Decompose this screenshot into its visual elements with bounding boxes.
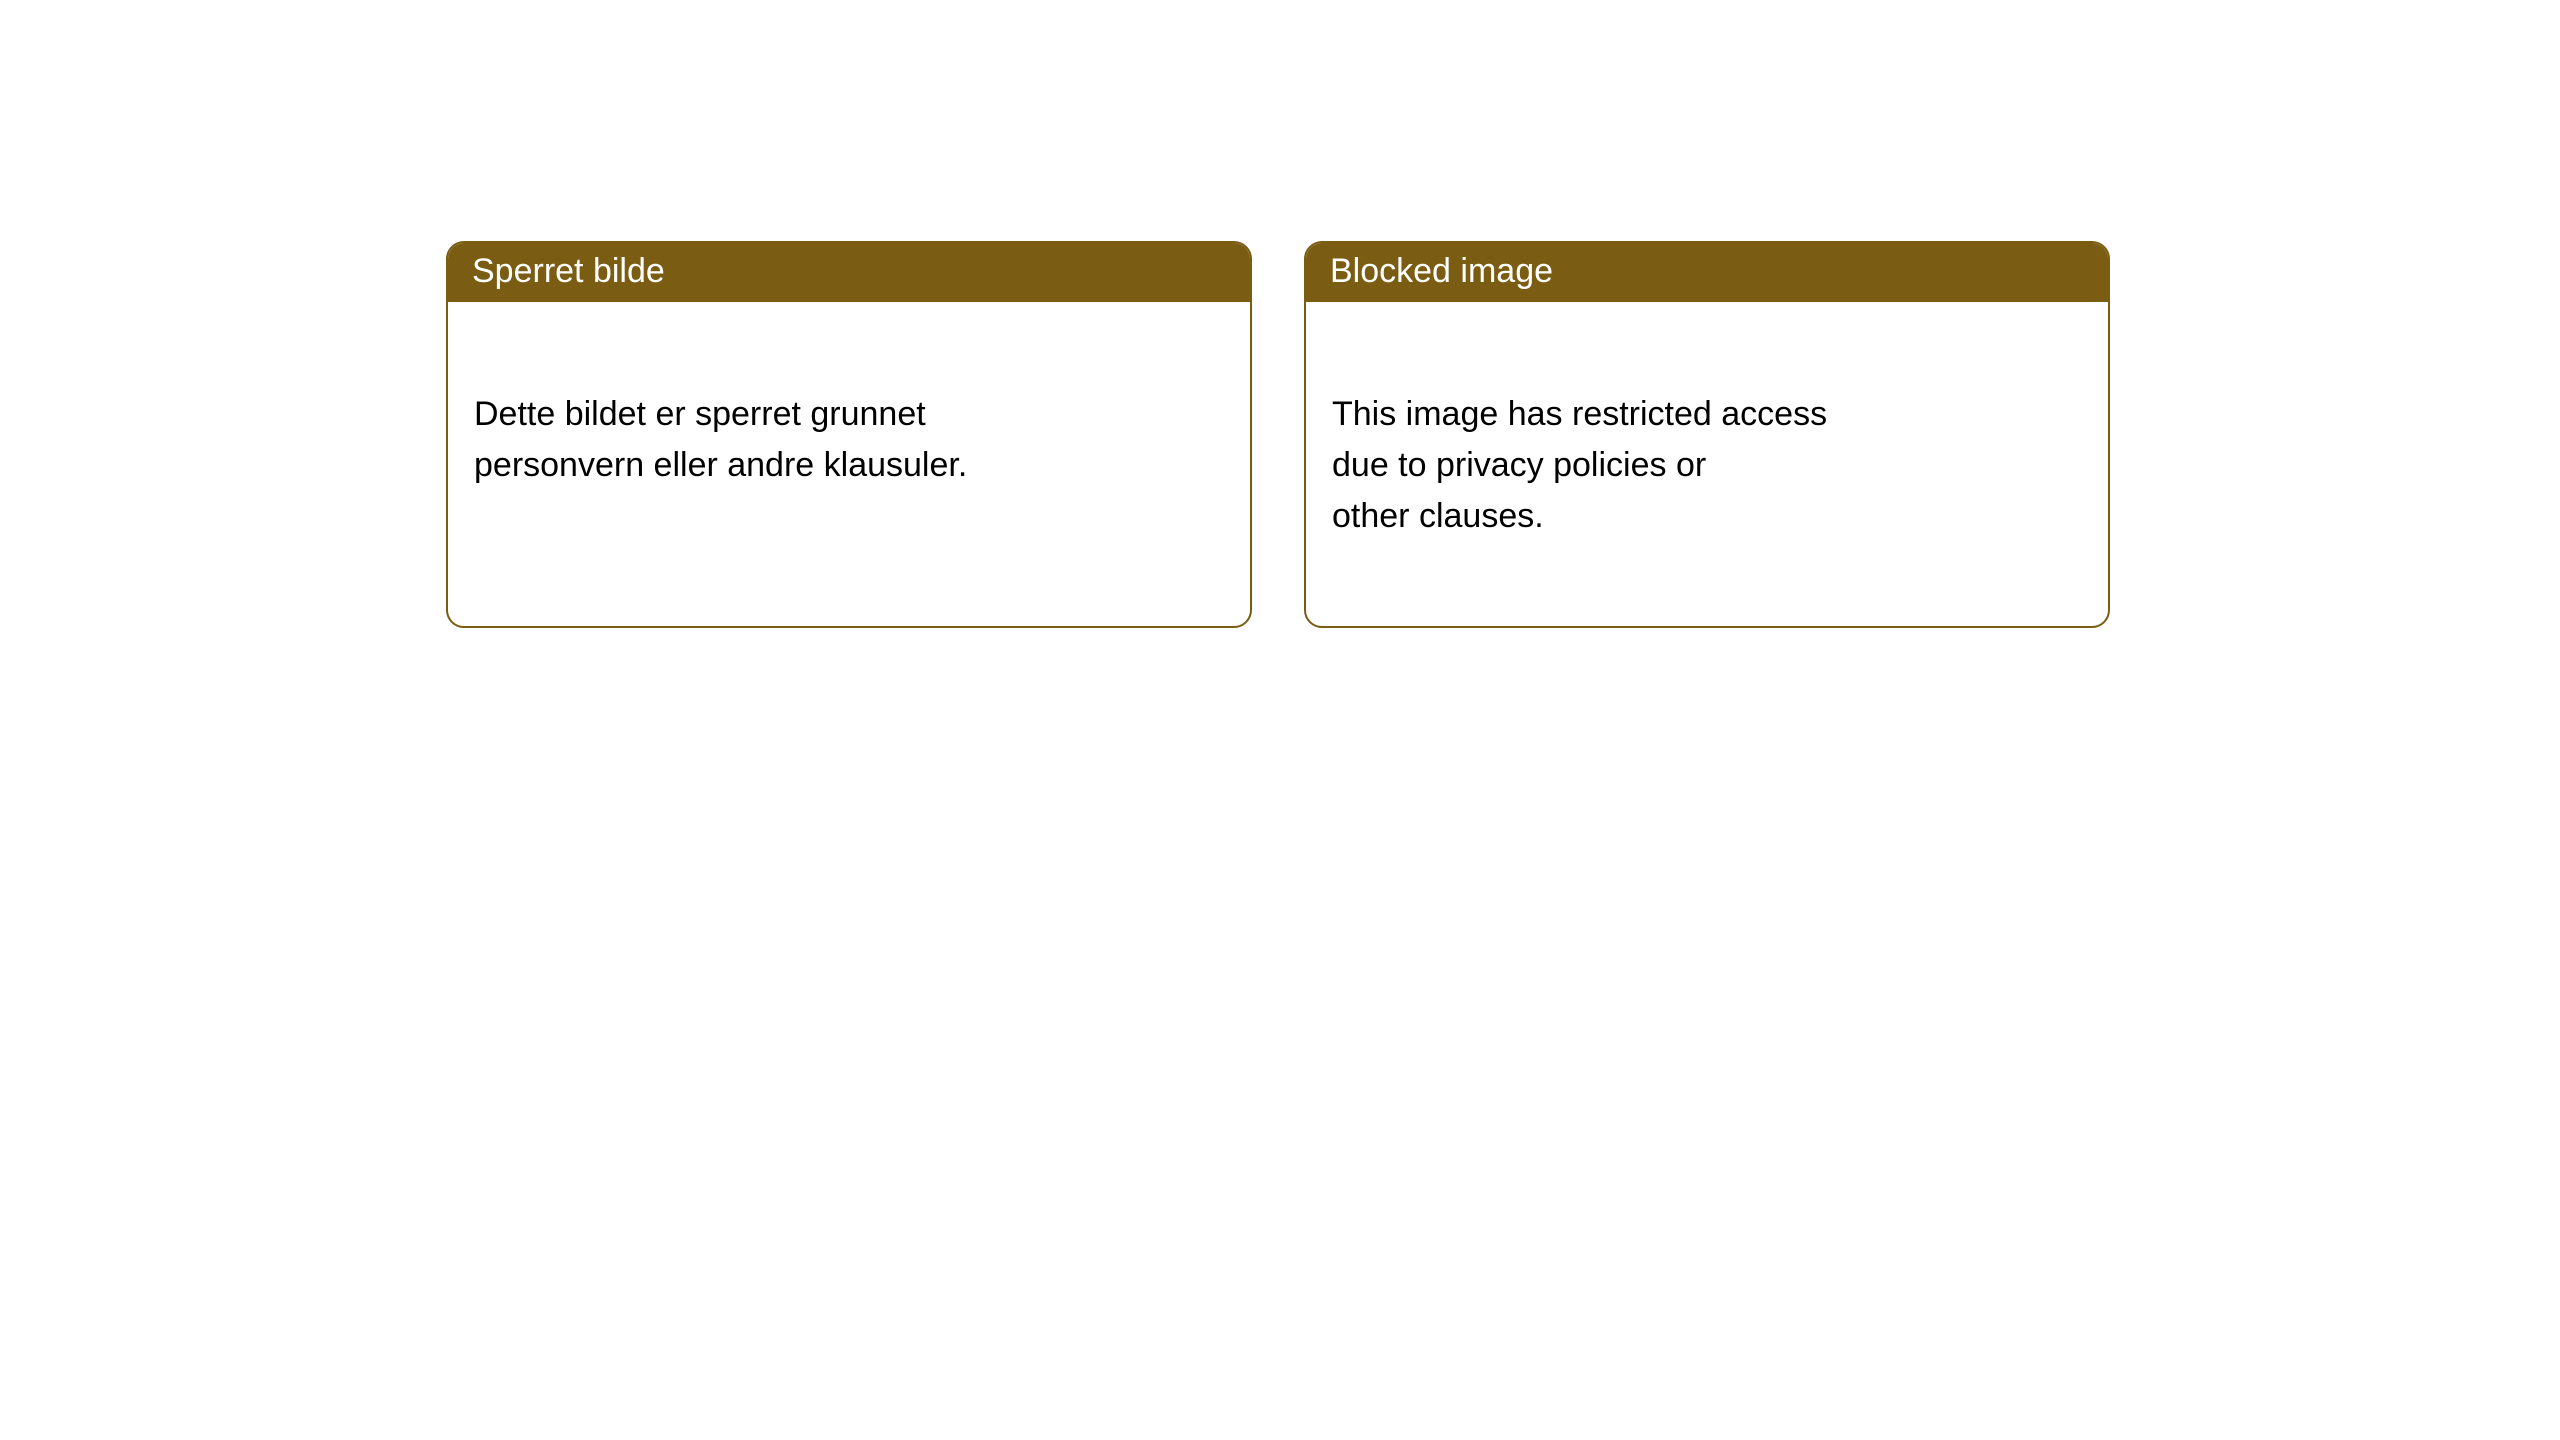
notice-header: Sperret bilde bbox=[448, 243, 1250, 302]
notice-header: Blocked image bbox=[1306, 243, 2108, 302]
notice-body-text: Dette bildet er sperret grunnet personve… bbox=[474, 395, 967, 484]
notice-body: Dette bildet er sperret grunnet personve… bbox=[448, 302, 1250, 575]
notice-title: Sperret bilde bbox=[472, 252, 665, 290]
notice-box-english: Blocked image This image has restricted … bbox=[1304, 241, 2110, 628]
notice-title: Blocked image bbox=[1330, 252, 1553, 290]
notice-body: This image has restricted access due to … bbox=[1306, 302, 2108, 626]
notice-box-norwegian: Sperret bilde Dette bildet er sperret gr… bbox=[446, 241, 1252, 628]
notice-container: Sperret bilde Dette bildet er sperret gr… bbox=[0, 0, 2560, 628]
notice-body-text: This image has restricted access due to … bbox=[1332, 395, 1827, 535]
